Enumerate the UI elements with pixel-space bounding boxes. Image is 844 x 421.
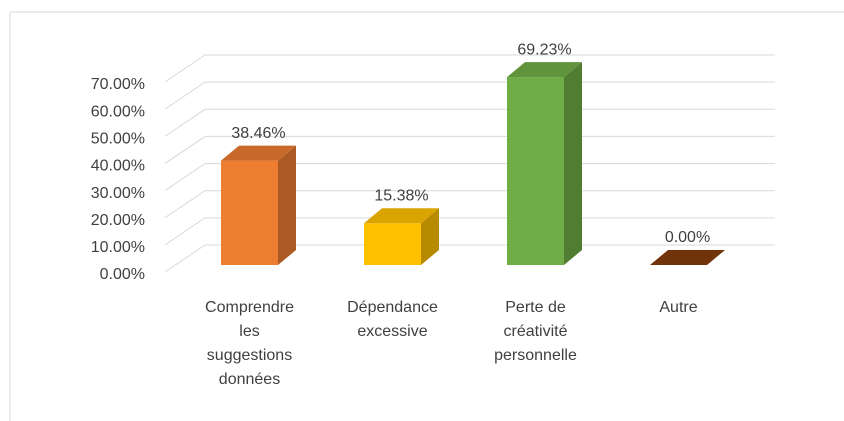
y-tick-label: 20.00% <box>91 212 145 229</box>
bar-side <box>278 145 296 265</box>
bar <box>364 208 439 265</box>
x-tick-label: Autre <box>659 299 697 316</box>
bar-front <box>364 223 421 265</box>
value-label: 15.38% <box>374 187 428 204</box>
x-tick-line: les <box>239 323 259 340</box>
grid-line <box>164 244 775 273</box>
bar-side <box>421 208 439 265</box>
x-tick-line: Comprendre <box>205 299 294 316</box>
bar-front <box>507 77 564 265</box>
grid-line <box>164 190 775 219</box>
bar-top <box>221 145 296 161</box>
x-tick-label: Comprendre les suggestions données <box>205 299 294 388</box>
y-tick-label: 10.00% <box>91 239 145 256</box>
grid-line <box>164 163 775 191</box>
x-tick-line: excessive <box>357 323 427 340</box>
y-tick-label: 40.00% <box>91 158 145 175</box>
x-tick-line: suggestions <box>207 347 292 364</box>
x-tick-line: Perte de <box>505 299 566 316</box>
x-tick-label: Perte de créativité personnelle <box>494 299 577 364</box>
y-tick-label: 0.00% <box>100 266 145 283</box>
x-tick-line: Autre <box>659 299 697 316</box>
value-label: 0.00% <box>665 229 710 246</box>
x-tick-line: personnelle <box>494 347 577 364</box>
y-tick-label: 70.00% <box>91 76 145 93</box>
grid-line <box>164 81 775 110</box>
value-label: 69.23% <box>517 41 571 58</box>
bar-top <box>364 208 439 224</box>
x-tick-line: créativité <box>503 323 567 340</box>
x-tick-line: Dépendance <box>347 299 438 316</box>
grid-line <box>164 108 775 137</box>
grid-line <box>164 217 775 246</box>
x-tick-line: données <box>219 371 280 388</box>
grid-line <box>164 135 775 164</box>
x-tick-label: Dépendance excessive <box>347 299 438 340</box>
y-tick-label: 30.00% <box>91 185 145 202</box>
bar <box>221 145 296 265</box>
bar-front <box>221 160 278 265</box>
grid-line <box>164 54 775 83</box>
bar-top <box>650 250 725 265</box>
bar-side <box>564 62 582 266</box>
bar <box>650 250 725 265</box>
y-tick-label: 60.00% <box>91 103 145 120</box>
value-label: 38.46% <box>231 125 285 142</box>
bar <box>507 62 582 266</box>
y-tick-label: 50.00% <box>91 131 145 148</box>
bar-top <box>507 62 582 78</box>
